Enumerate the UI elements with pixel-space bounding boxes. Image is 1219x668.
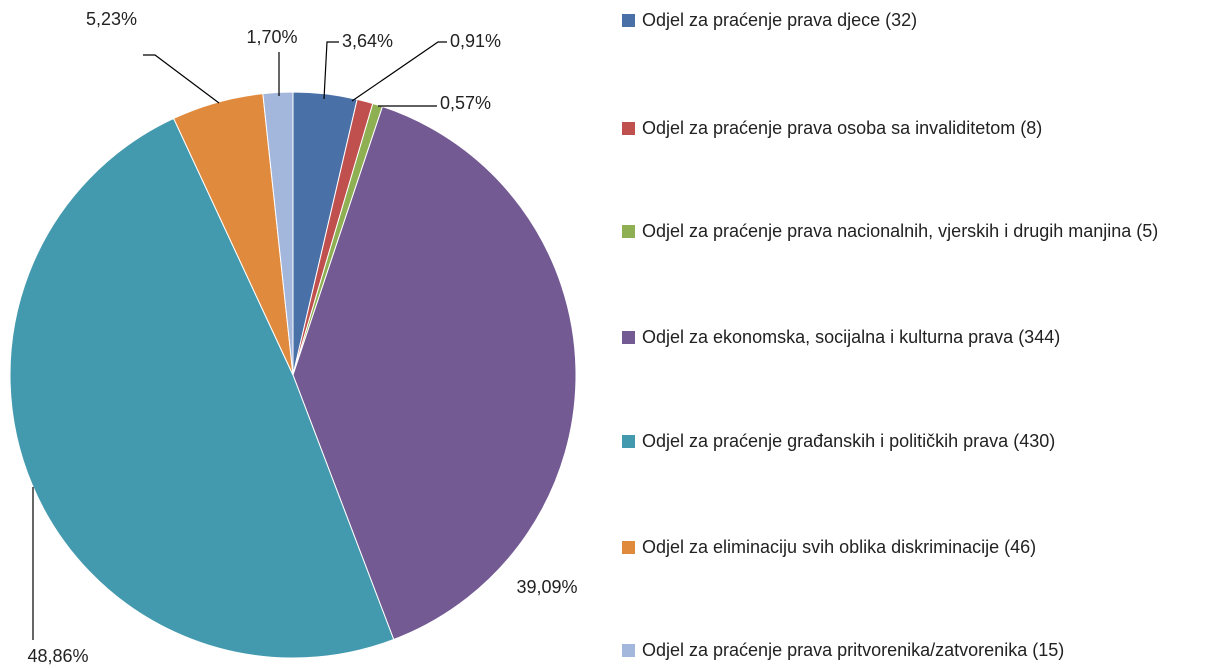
legend-label: Odjel za praćenje prava nacionalnih, vje… [642, 221, 1159, 241]
legend-item: Odjel za praćenje prava djece (32) [622, 8, 1212, 33]
legend-swatch [622, 435, 635, 448]
data-label: 0,91% [450, 31, 501, 51]
leader-line [351, 41, 447, 102]
legend-swatch [622, 541, 635, 554]
data-label: 0,57% [440, 93, 491, 113]
data-label: 48,86% [27, 646, 88, 666]
data-label: 39,09% [516, 577, 577, 597]
legend-item: Odjel za praćenje prava osoba sa invalid… [622, 116, 1212, 141]
leader-line [323, 41, 339, 100]
legend-swatch [622, 225, 635, 238]
legend-item: Odjel za eliminaciju svih oblika diskrim… [622, 535, 1212, 560]
legend-swatch [622, 331, 635, 344]
legend-label: Odjel za praćenje građanskih i politički… [642, 431, 1056, 451]
legend-label: Odjel za praćenje prava pritvorenika/zat… [642, 640, 1065, 660]
pie-slice [9, 117, 395, 659]
legend-item: Odjel za ekonomska, socijalna i kulturna… [622, 325, 1212, 350]
data-label: 1,70% [246, 27, 297, 47]
legend-label: Odjel za praćenje prava osoba sa invalid… [642, 118, 1043, 138]
legend-item: Odjel za praćenje prava pritvorenika/zat… [622, 638, 1212, 663]
pie-slice [262, 91, 294, 376]
legend-item: Odjel za praćenje građanskih i politički… [622, 429, 1212, 454]
data-label: 5,23% [86, 9, 137, 29]
legend-swatch [622, 14, 635, 27]
legend-swatch [622, 122, 635, 135]
legend-label: Odjel za ekonomska, socijalna i kulturna… [642, 327, 1061, 347]
legend-label: Odjel za praćenje prava djece (32) [642, 10, 918, 30]
leader-line [143, 54, 220, 104]
legend-item: Odjel za praćenje prava nacionalnih, vje… [622, 219, 1212, 244]
legend-swatch [622, 644, 635, 657]
pie-slice [292, 105, 577, 641]
data-label: 3,64% [342, 31, 393, 51]
legend-label: Odjel za eliminaciju svih oblika diskrim… [642, 537, 1037, 557]
